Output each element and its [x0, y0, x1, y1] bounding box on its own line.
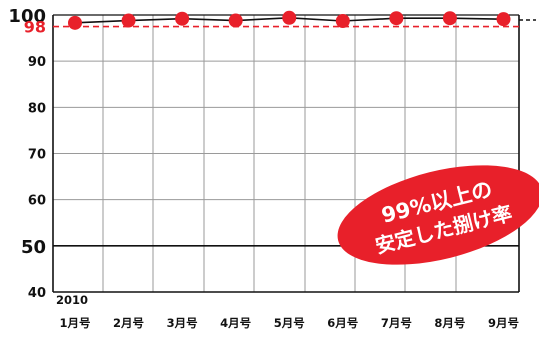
reference-line-group: 98: [24, 18, 519, 37]
y-axis: 40 50 60 70 80 90 100: [8, 6, 46, 301]
y-tick-label: 40: [28, 286, 46, 301]
x-tick-label: 9月号: [488, 316, 519, 330]
y-tick-label: 100: [8, 6, 46, 27]
x-tick-label: 3月号: [167, 316, 198, 330]
y-tick-label: 60: [28, 194, 46, 209]
data-point: [228, 13, 243, 28]
x-axis: 2010 1月号 2月号 3月号 4月号 5月号 6月号 7月号 8月号 9月号: [56, 293, 519, 330]
y-tick-label: 90: [28, 55, 46, 70]
y-tick-label: 80: [28, 101, 46, 116]
reference-line-label: 98: [24, 18, 46, 37]
y-tick-label: 70: [28, 148, 46, 163]
x-tick-label: 1月号: [59, 316, 90, 330]
x-tick-label: 6月号: [327, 316, 358, 330]
data-point: [121, 13, 136, 28]
data-point: [68, 15, 82, 30]
data-point: [335, 14, 350, 29]
data-point: [496, 12, 511, 27]
x-tick-label: 4月号: [220, 316, 251, 330]
data-point: [442, 11, 457, 26]
x-tick-label: 2月号: [113, 316, 144, 330]
y-tick-label: 50: [21, 237, 46, 258]
x-tick-label: 8月号: [434, 316, 465, 330]
x-year-label: 2010: [56, 293, 88, 307]
badge-ellipse: [337, 165, 539, 265]
x-tick-label: 7月号: [381, 316, 412, 330]
series-line-group: [68, 10, 511, 30]
data-point: [175, 11, 190, 26]
data-point: [282, 10, 297, 25]
data-point: [389, 11, 404, 26]
x-tick-label: 5月号: [274, 316, 305, 330]
